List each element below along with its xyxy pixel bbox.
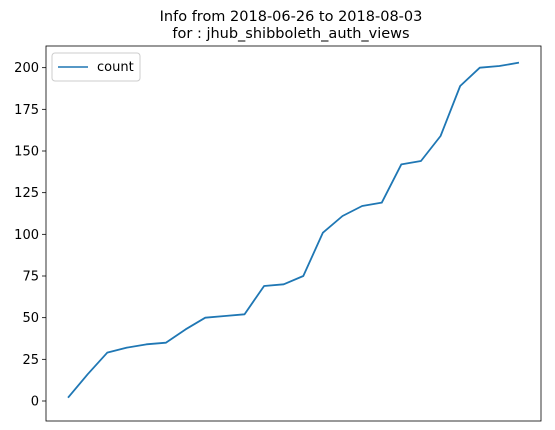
- y-axis: 0 25 50 75 100 125 150 175 200: [14, 61, 46, 410]
- y-tick-label: 0: [31, 395, 39, 410]
- y-tick-label: 125: [14, 186, 39, 201]
- y-tick-label: 150: [14, 145, 39, 160]
- chart-title-line-1: Info from 2018-06-26 to 2018-08-03: [160, 9, 423, 25]
- series-layer: [67, 61, 520, 399]
- y-tick-label: 200: [14, 61, 39, 76]
- series-line-count: [67, 61, 520, 399]
- y-tick-label: 175: [14, 103, 39, 118]
- chart-title-line-2: for : jhub_shibboleth_auth_views: [172, 26, 409, 42]
- y-tick-label: 25: [22, 353, 39, 368]
- y-tick-label: 100: [14, 228, 39, 243]
- legend: count: [51, 52, 141, 82]
- plot-area-frame: [45, 45, 542, 422]
- legend-series-label: count: [97, 60, 134, 75]
- y-tick-label: 50: [22, 311, 39, 326]
- legend-box: [51, 52, 141, 82]
- y-tick-label: 75: [22, 270, 39, 285]
